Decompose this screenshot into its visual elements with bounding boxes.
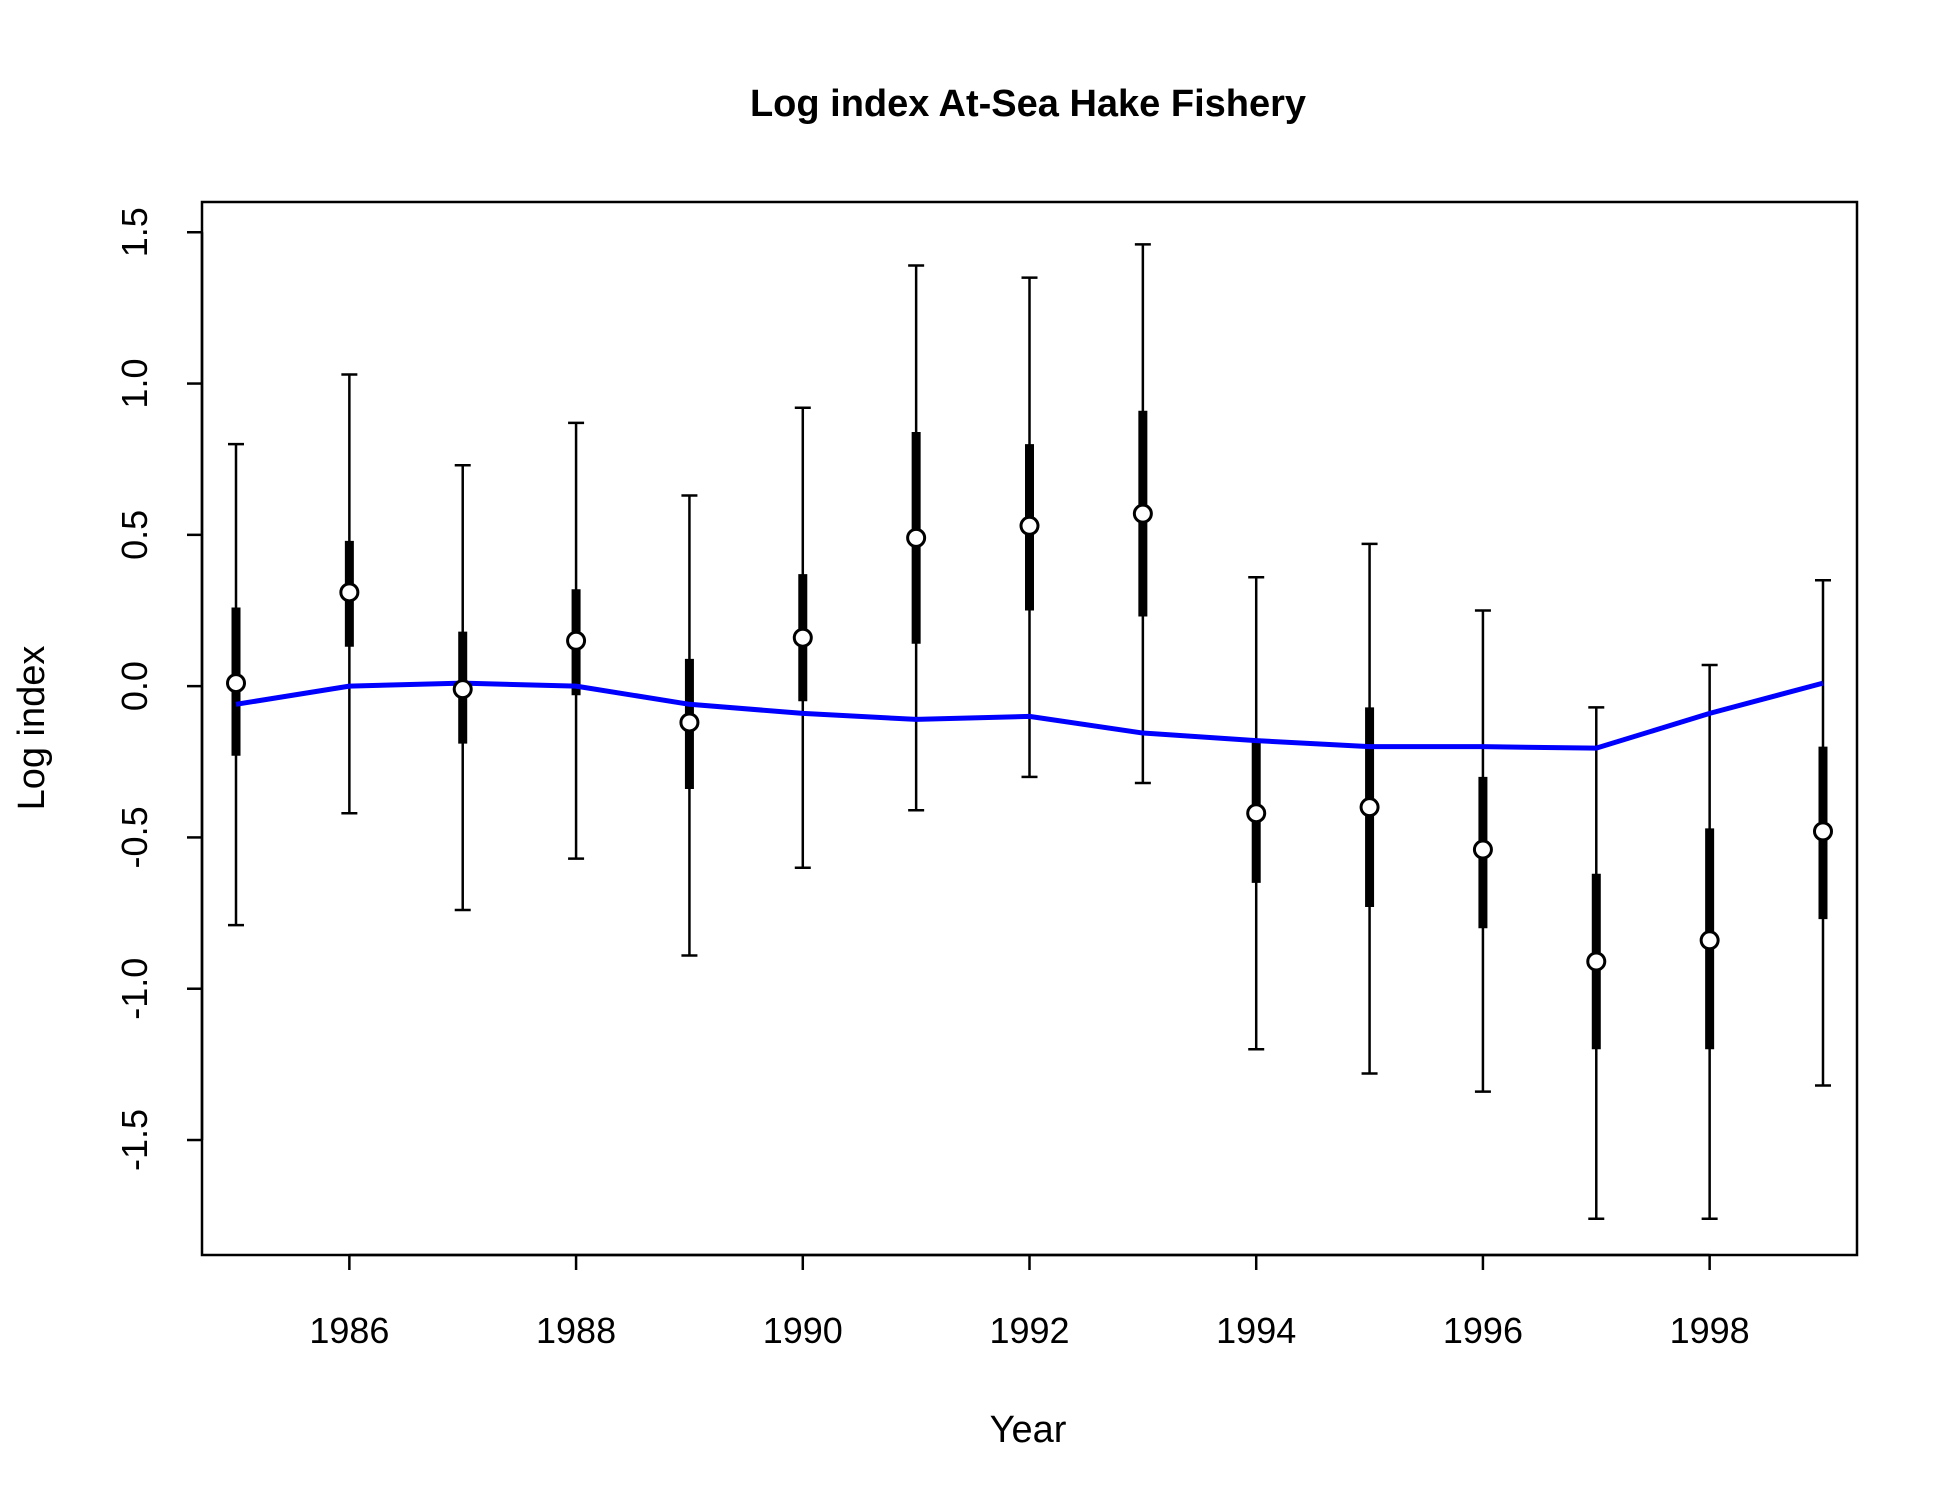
observed-point [339, 582, 360, 603]
observed-point [679, 712, 700, 733]
y-axis: -1.5 -1.0 -0.5 0.0 0.5 1.0 1.5 [114, 207, 204, 1171]
observed-points [226, 503, 1833, 972]
observed-point [792, 627, 813, 648]
x-tick-label: 1990 [763, 1310, 843, 1351]
y-tick-label: 0.0 [114, 661, 155, 711]
x-tick-label: 1986 [309, 1310, 389, 1351]
x-axis-label: Year [990, 1409, 1067, 1451]
x-tick-label: 1996 [1443, 1310, 1523, 1351]
observed-point [1699, 930, 1720, 951]
observed-point [1812, 821, 1833, 842]
y-tick-label: -1.0 [114, 958, 155, 1020]
observed-point [1586, 951, 1607, 972]
observed-point [1019, 515, 1040, 536]
observed-point [1246, 803, 1267, 824]
x-tick-label: 1988 [536, 1310, 616, 1351]
x-tick-label: 1998 [1670, 1310, 1750, 1351]
x-axis: 1986 1988 1990 1992 1994 1996 1998 [309, 1253, 1750, 1351]
y-tick-label: -0.5 [114, 806, 155, 868]
observed-point [906, 527, 927, 548]
expected-line-layer [235, 680, 1824, 751]
y-tick-label: -1.5 [114, 1109, 155, 1171]
y-tick-label: 1.0 [114, 359, 155, 409]
observed-point [566, 630, 587, 651]
y-tick-label: 0.5 [114, 510, 155, 560]
x-tick-label: 1994 [1216, 1310, 1296, 1351]
observed-point [226, 673, 247, 694]
expected-line [235, 680, 1824, 751]
y-tick-label: 1.5 [114, 207, 155, 257]
x-tick-label: 1992 [989, 1310, 1069, 1351]
observed-point [452, 679, 473, 700]
observed-point [1472, 839, 1493, 860]
observed-point [1359, 797, 1380, 818]
y-axis-label: Log index [11, 646, 53, 811]
chart-title: Log index At-Sea Hake Fishery [750, 83, 1306, 125]
observed-point [1132, 503, 1153, 524]
error-bars [228, 243, 1831, 1220]
